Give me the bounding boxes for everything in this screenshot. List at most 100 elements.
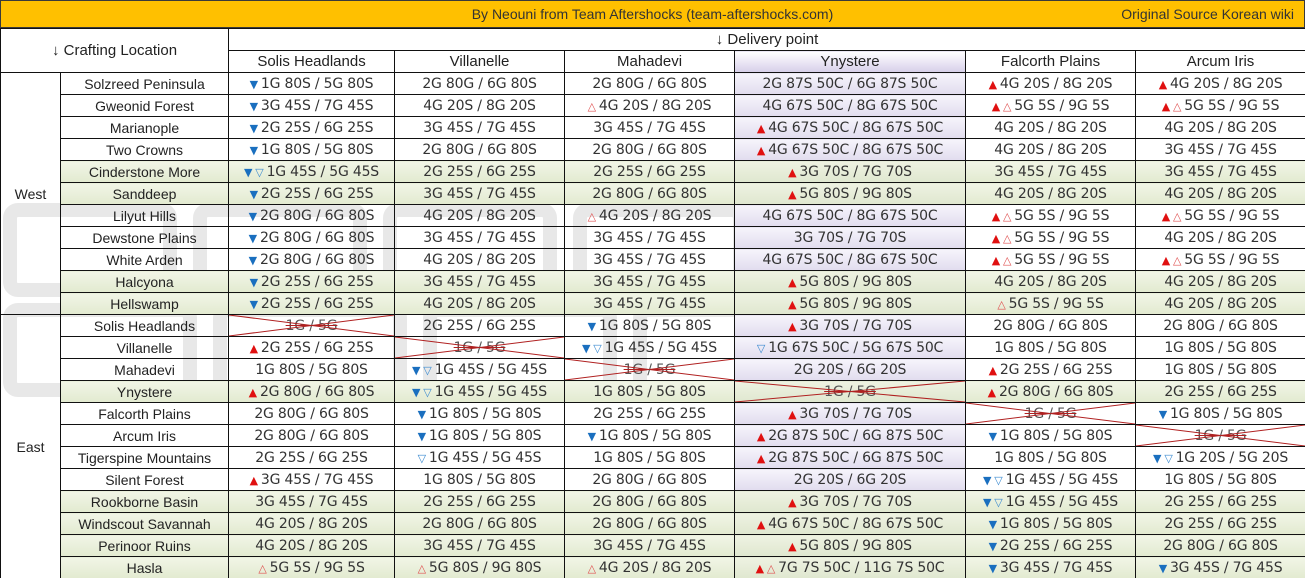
price-cell-ynystere: 2G 87S 50C / 6G 87S 50C xyxy=(734,72,967,95)
price-value: 1G 45S / 5G 45S xyxy=(428,449,542,466)
table-row: Windscout Savannah 4G 20S / 8G 20S 2G 80G … xyxy=(1,512,1305,535)
price-value: 2G 80G / 6G 80S xyxy=(422,515,537,532)
decrease-filled-icon: ▼ xyxy=(1153,451,1162,465)
price-value: 3G 45S / 7G 45S xyxy=(1164,163,1277,180)
price-cell-ynystere: ▲ 5G 80S / 9G 80S xyxy=(734,292,967,315)
price-cell-ynystere: 4G 67S 50C / 8G 67S 50C xyxy=(734,248,967,271)
price-cell-solis-headlands: ▼ 2G 25S / 6G 25S xyxy=(228,116,396,139)
increase-filled-icon: ▲ xyxy=(991,99,1000,113)
price-cell-villanelle: 3G 45S / 7G 45S xyxy=(394,182,566,205)
price-cell-solis-headlands: 1G / 5G xyxy=(228,314,396,337)
price-value: 1G 80S / 5G 80S xyxy=(1164,339,1277,356)
price-cell-solis-headlands: 2G 25S / 6G 25S xyxy=(228,446,396,469)
price-cell-falcorth-plains: ▼ 1G 80S / 5G 80S xyxy=(965,512,1137,535)
credit-text: By Neouni from Team Aftershocks (team-af… xyxy=(471,6,834,22)
price-cell-ynystere: 2G 20S / 6G 20S xyxy=(734,468,967,491)
price-cell-villanelle: △ 5G 80S / 9G 80S xyxy=(394,556,566,578)
decrease-filled-icon: ▼ xyxy=(582,341,591,355)
price-value: 1G 80S / 5G 80S xyxy=(428,427,542,444)
increase-filled-icon: ▲ xyxy=(249,341,258,355)
crafting-location-hellswamp: Hellswamp xyxy=(59,292,230,315)
price-cell-ynystere: ▲ 2G 87S 50C / 6G 87S 50C xyxy=(734,424,967,447)
destination-header-ynystere: Ynystere xyxy=(734,50,967,73)
price-value: 1G 45S / 5G 45S xyxy=(1005,493,1119,510)
price-value: 2G 80G / 6G 80S xyxy=(998,383,1114,400)
price-cell-solis-headlands: 1G 80S / 5G 80S xyxy=(228,358,396,381)
price-value: 5G 5S / 9G 5S xyxy=(1014,207,1110,224)
price-cell-solis-headlands: ▼ 3G 45S / 7G 45S xyxy=(228,94,396,117)
increase-outline-icon: △ xyxy=(587,561,596,575)
table-row: Sanddeep ▼ 2G 25S / 6G 25S 3G 45S / 7G 45S 2… xyxy=(1,182,1305,205)
destination-header-mahadevi: Mahadevi xyxy=(564,50,736,73)
region-label-west: West xyxy=(0,72,61,315)
increase-filled-icon: ▲ xyxy=(991,209,1000,223)
increase-filled-icon: ▲ xyxy=(756,429,766,443)
price-value: 1G 80S / 5G 80S xyxy=(260,141,374,158)
increase-filled-icon: ▲ xyxy=(788,275,797,289)
price-cell-solis-headlands: ▼ 1G 80S / 5G 80S xyxy=(228,138,396,161)
price-cell-mahadevi: ▼ 1G 80S / 5G 80S xyxy=(564,314,736,337)
price-cell-mahadevi: 2G 80G / 6G 80S xyxy=(564,72,736,95)
price-cell-mahadevi: 2G 25S / 6G 25S xyxy=(564,402,736,425)
price-value: 2G 20S / 6G 20S xyxy=(793,361,907,378)
price-cell-arcum-iris: ▼ 1G 80S / 5G 80S xyxy=(1135,402,1305,425)
price-value: 2G 25S / 6G 25S xyxy=(260,119,374,136)
price-value: 2G 25S / 6G 25S xyxy=(255,449,368,466)
increase-outline-icon: △ xyxy=(766,561,776,575)
price-value: 4G 20S / 8G 20S xyxy=(1164,229,1277,246)
price-cell-villanelle: 2G 80G / 6G 80S xyxy=(394,138,566,161)
price-value: 3G 45S / 7G 45S xyxy=(423,119,536,136)
price-cell-villanelle: ▼ 1G 80S / 5G 80S xyxy=(394,424,566,447)
decrease-filled-icon: ▼ xyxy=(244,165,253,179)
price-value: 3G 45S / 7G 45S xyxy=(994,163,1107,180)
price-cell-villanelle: 2G 25S / 6G 25S xyxy=(394,160,566,183)
crafting-location-gweonid-forest: Gweonid Forest xyxy=(59,94,230,117)
price-cell-mahadevi: 2G 80G / 6G 80S xyxy=(564,182,736,205)
crafting-location-white-arden: White Arden xyxy=(59,248,230,271)
table-row: Villanelle ▲ 2G 25S / 6G 25S 1G / 5G ▼ ▽ 1G 45… xyxy=(1,336,1305,359)
price-cell-arcum-iris: ▲ △ 5G 5S / 9G 5S xyxy=(1135,94,1305,117)
table-row: Silent Forest ▲ 3G 45S / 7G 45S 1G 80S / 5G… xyxy=(1,468,1305,491)
table-row: Mahadevi 1G 80S / 5G 80S ▼ ▽ 1G 45S / 5G 45S… xyxy=(1,358,1305,381)
decrease-filled-icon: ▼ xyxy=(249,297,258,311)
decrease-filled-icon: ▼ xyxy=(248,253,257,267)
price-value: 3G 45S / 7G 45S xyxy=(593,273,706,290)
price-cell-mahadevi: 2G 80G / 6G 80S xyxy=(564,468,736,491)
increase-outline-icon: △ xyxy=(1003,99,1012,113)
price-value: 1G 45S / 5G 45S xyxy=(604,339,718,356)
price-value: 4G 67S 50C / 8G 67S 50C xyxy=(762,97,938,114)
price-value: 3G 45S / 7G 45S xyxy=(260,97,374,114)
increase-outline-icon: △ xyxy=(587,209,596,223)
price-value: 5G 5S / 9G 5S xyxy=(1008,295,1104,312)
price-cell-solis-headlands: 2G 80G / 6G 80S xyxy=(228,424,396,447)
destination-header-arcum-iris: Arcum Iris xyxy=(1135,50,1305,73)
table-row: Two Crowns ▼ 1G 80S / 5G 80S 2G 80G / 6G 80… xyxy=(1,138,1305,161)
price-value: 3G 45S / 7G 45S xyxy=(255,493,368,510)
table-row: East Solis Headlands 1G / 5G 2G 25S / 6G 25… xyxy=(0,314,1305,578)
price-cell-villanelle: ▽ 1G 45S / 5G 45S xyxy=(394,446,566,469)
price-cell-ynystere: ▲ 3G 70S / 7G 70S xyxy=(734,160,967,183)
decrease-filled-icon: ▼ xyxy=(249,77,258,91)
price-value: 5G 5S / 9G 5S xyxy=(1184,207,1280,224)
price-value: 4G 20S / 8G 20S xyxy=(994,119,1107,136)
price-value: 2G 25S / 6G 25S xyxy=(423,493,536,510)
price-value: 4G 20S / 8G 20S xyxy=(598,559,712,576)
price-cell-solis-headlands: ▼ 2G 80G / 6G 80S xyxy=(228,248,396,271)
price-cell-mahadevi: 3G 45S / 7G 45S xyxy=(564,270,736,293)
delivery-point-header: ↓ Delivery point xyxy=(228,28,1305,51)
price-value: 3G 45S / 7G 45S xyxy=(999,559,1113,576)
price-cell-ynystere: ▲ 4G 67S 50C / 8G 67S 50C xyxy=(734,138,967,161)
price-value: 4G 20S / 8G 20S xyxy=(423,97,536,114)
price-value: 7G 7S 50C / 11G 7S 50C xyxy=(778,559,945,576)
price-value: 2G 25S / 6G 25S xyxy=(423,317,536,334)
increase-filled-icon: ▲ xyxy=(756,517,766,531)
price-cell-solis-headlands: 4G 20S / 8G 20S xyxy=(228,534,396,557)
price-cell-villanelle: 4G 20S / 8G 20S xyxy=(394,292,566,315)
price-value: 2G 80G / 6G 80S xyxy=(259,207,375,224)
price-value: 2G 87S 50C / 6G 87S 50C xyxy=(762,75,938,92)
price-cell-mahadevi: △ 4G 20S / 8G 20S xyxy=(564,204,736,227)
increase-outline-icon: △ xyxy=(1003,209,1012,223)
price-value: 2G 80G / 6G 80S xyxy=(259,251,375,268)
price-cell-ynystere: ▽ 1G 67S 50C / 5G 67S 50C xyxy=(734,336,967,359)
price-cell-arcum-iris: 3G 45S / 7G 45S xyxy=(1135,138,1305,161)
